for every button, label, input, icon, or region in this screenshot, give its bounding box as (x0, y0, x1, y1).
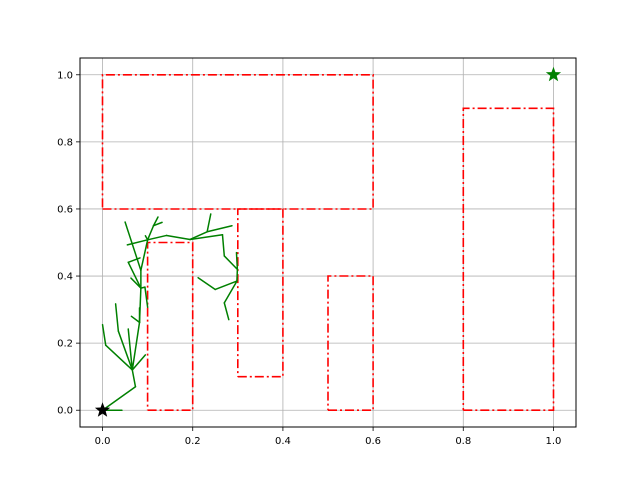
y-tick-label-4: 0.8 (57, 137, 73, 148)
tree-edge-34 (236, 253, 237, 270)
y-tick-label-5: 1.0 (57, 70, 73, 81)
y-tick-label-1: 0.2 (57, 339, 73, 350)
x-tick-label-5: 1.0 (546, 436, 562, 447)
x-tick-label-3: 0.6 (365, 436, 381, 447)
x-tick-label-1: 0.2 (185, 436, 201, 447)
y-tick-label-2: 0.4 (57, 272, 73, 283)
x-tick-label-4: 0.8 (455, 436, 471, 447)
x-tick-label-0: 0.0 (95, 436, 111, 447)
x-tick-label-2: 0.4 (275, 436, 291, 447)
y-tick-label-3: 0.6 (57, 204, 73, 215)
y-tick-label-0: 0.0 (57, 406, 73, 417)
